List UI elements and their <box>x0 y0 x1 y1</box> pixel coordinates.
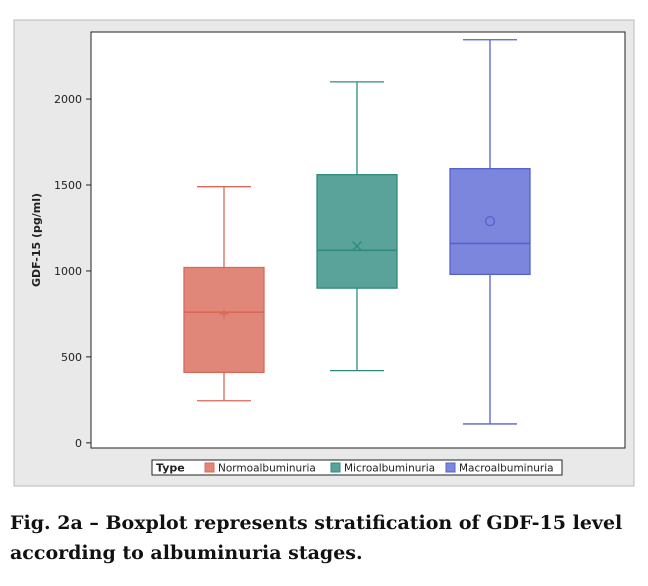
box-series <box>183 39 531 425</box>
interquartile-box <box>449 168 531 276</box>
y-axis: 0 500 1000 1500 2000 <box>54 93 91 450</box>
caption-line-1: Fig. 2a – Boxplot represents stratificat… <box>10 512 623 534</box>
legend: Type Normoalbuminuria Microalbuminuria Mac… <box>151 459 563 476</box>
y-tick-label: 500 <box>61 351 82 364</box>
legend-swatch <box>330 462 341 473</box>
interquartile-box <box>316 174 398 289</box>
y-tick-label: 2000 <box>54 93 82 106</box>
boxplot-chart: 0 500 1000 1500 2000 GDF-15 (pg/ml) Type Nor… <box>13 19 635 487</box>
mean-marker <box>352 241 362 251</box>
legend-title: Type <box>156 462 185 475</box>
mean-marker <box>219 309 229 319</box>
legend-swatch <box>445 462 456 473</box>
mean-marker <box>484 215 496 227</box>
interquartile-box <box>183 266 265 374</box>
boxplot-figure: 0 500 1000 1500 2000 GDF-15 (pg/ml) Type Nor… <box>10 19 635 564</box>
caption-line-2: according to albuminuria stages. <box>10 542 363 564</box>
box-microalbuminuria <box>316 81 398 372</box>
y-axis-label: GDF-15 (pg/ml) <box>30 193 43 287</box>
y-tick-label: 0 <box>75 437 82 450</box>
legend-label: Macroalbuminuria <box>459 463 554 475</box>
box-normoalbuminuria <box>183 186 265 402</box>
legend-box <box>151 459 563 476</box>
box-macroalbuminuria <box>449 39 531 425</box>
y-tick-label: 1000 <box>54 265 82 278</box>
figure-caption: Fig. 2a – Boxplot represents stratificat… <box>10 508 638 568</box>
legend-label: Normoalbuminuria <box>218 463 316 475</box>
y-tick-label: 1500 <box>54 179 82 192</box>
legend-label: Microalbuminuria <box>344 463 435 475</box>
legend-swatch <box>204 462 215 473</box>
